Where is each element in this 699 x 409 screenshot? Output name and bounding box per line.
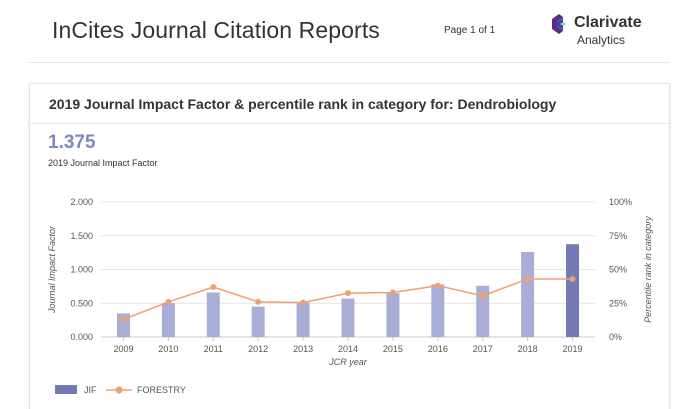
legend-swatch-forestry-point xyxy=(115,386,123,394)
y-axis-label: Journal Impact Factor xyxy=(47,225,57,314)
x-tick-label: 2011 xyxy=(204,344,223,354)
impact-factor-label: 2019 Journal Impact Factor xyxy=(48,158,158,168)
brand-subtitle: Analytics xyxy=(577,33,626,47)
bar xyxy=(296,302,310,337)
x-tick-label: 2012 xyxy=(248,344,268,354)
impact-factor-value: 1.375 xyxy=(48,132,96,153)
line-point xyxy=(300,299,307,306)
bar xyxy=(116,313,130,337)
legend-swatch-jif xyxy=(55,385,77,394)
report-header: InCites Journal Citation Reports Page 1 … xyxy=(0,0,699,60)
line-point xyxy=(210,284,217,291)
impact-factor-card: 2019 Journal Impact Factor & percentile … xyxy=(29,83,670,409)
line-point xyxy=(120,316,127,323)
x-tick-label: 2018 xyxy=(518,344,538,354)
x-tick-label: 2014 xyxy=(338,344,358,354)
page-indicator: Page 1 of 1 xyxy=(444,25,496,36)
line-point xyxy=(524,275,531,282)
brand-name: Clarivate xyxy=(574,14,642,31)
x-axis-label: JCR year xyxy=(328,357,368,367)
bar xyxy=(566,244,580,337)
y2-tick-label: 75% xyxy=(609,231,627,241)
line-point xyxy=(255,298,262,305)
bar xyxy=(431,284,445,337)
line-point xyxy=(165,298,172,305)
y2-tick-label: 100% xyxy=(609,197,632,207)
bar xyxy=(206,292,220,337)
line-point xyxy=(345,290,351,297)
y-tick-label: 0.500 xyxy=(70,298,93,308)
x-tick-label: 2017 xyxy=(473,344,493,354)
legend-label-jif: JIF xyxy=(84,385,97,395)
y2-axis-label: Percentile rank in category xyxy=(643,216,653,323)
bar xyxy=(251,306,265,337)
y2-tick-label: 25% xyxy=(609,298,627,308)
y-tick-label: 2.000 xyxy=(70,197,93,207)
line-point xyxy=(389,289,396,296)
y-tick-label: 1.000 xyxy=(70,265,93,275)
y2-tick-label: 50% xyxy=(609,265,627,275)
y-tick-label: 1.500 xyxy=(70,231,93,241)
app-title: InCites Journal Citation Reports xyxy=(52,17,380,43)
header-divider xyxy=(28,62,670,63)
legend-label-forestry: FORESTRY xyxy=(137,385,186,395)
impact-factor-chart: 0.000 0.500 1.000 1.500 2.000 0% 25% 50% 75% 100%… xyxy=(47,197,653,395)
x-tick-label: 2015 xyxy=(383,344,403,354)
x-tick-label: 2010 xyxy=(158,344,178,354)
bar xyxy=(161,303,175,337)
y2-tick-label: 0% xyxy=(609,332,622,342)
brand-logo: Clarivate Analytics xyxy=(548,13,678,49)
line-point xyxy=(434,282,441,289)
bar xyxy=(476,285,490,337)
line-point xyxy=(479,292,486,299)
y-tick-label: 0.000 xyxy=(70,332,93,342)
card-divider xyxy=(30,123,669,124)
x-tick-label: 2016 xyxy=(428,344,448,354)
x-tick-label: 2009 xyxy=(113,344,133,354)
bar xyxy=(521,251,535,337)
bar xyxy=(341,298,355,337)
bar xyxy=(386,293,400,337)
card-title: 2019 Journal Impact Factor & percentile … xyxy=(49,96,557,112)
x-tick-label: 2013 xyxy=(293,344,313,354)
clarivate-logo-icon xyxy=(552,14,566,34)
x-tick-label: 2019 xyxy=(563,344,583,354)
line-point xyxy=(569,275,576,282)
